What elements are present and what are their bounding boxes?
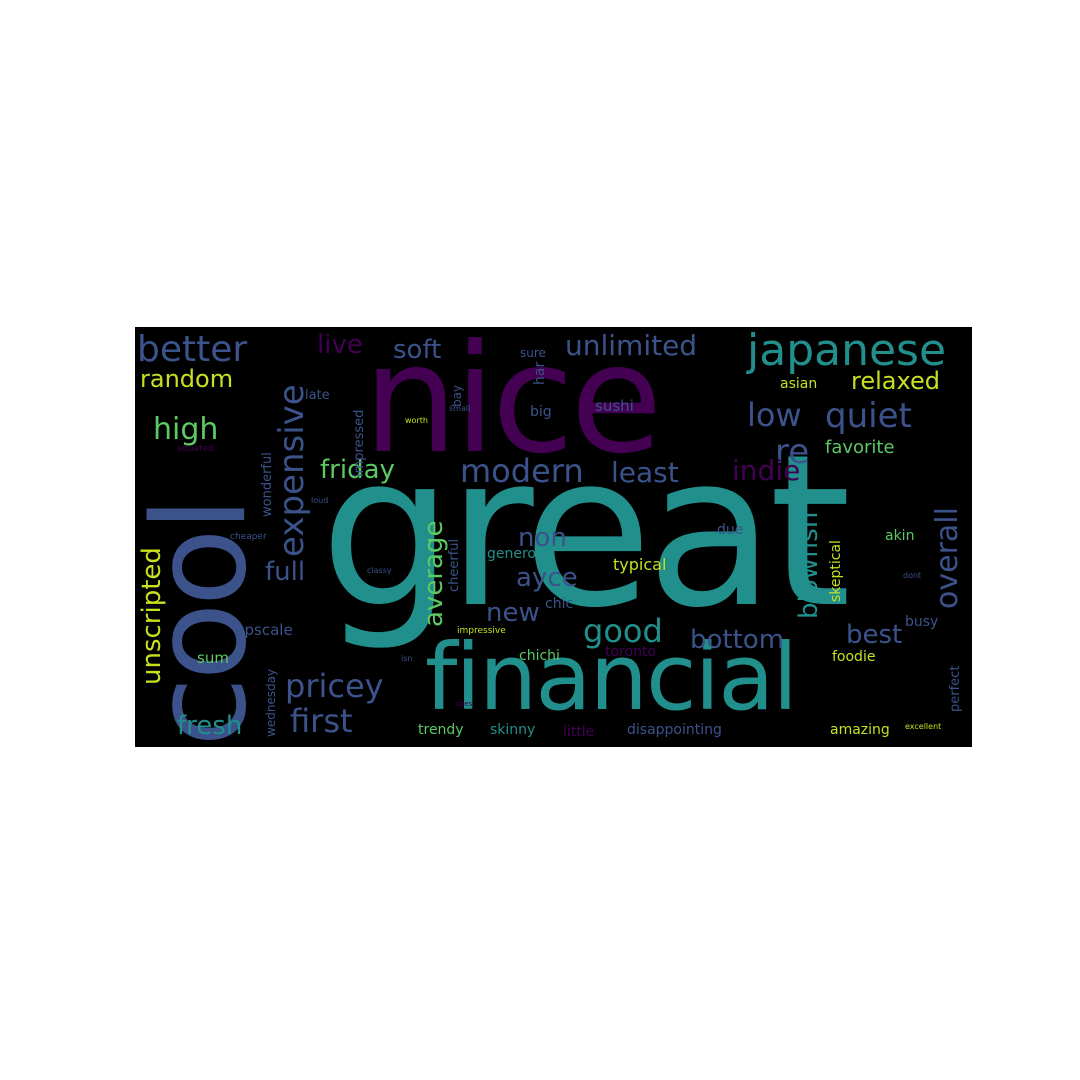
- word-unlimited: unlimited: [565, 329, 698, 362]
- word-friday: friday: [320, 455, 395, 485]
- word-sushi: sushi: [595, 397, 634, 415]
- word-low: low: [747, 396, 802, 434]
- word-japanese: japanese: [747, 327, 947, 376]
- word-classy: classy: [367, 566, 392, 575]
- word-soft: soft: [393, 335, 442, 365]
- word-amazing: amazing: [830, 722, 890, 738]
- word-worth: worth: [405, 416, 428, 425]
- word-great: great: [320, 409, 851, 654]
- word-high: high: [153, 412, 219, 447]
- word-full: full: [265, 557, 306, 587]
- word-re: re: [775, 432, 810, 472]
- word-chic: chic: [545, 596, 574, 612]
- word-typical: typical: [613, 555, 667, 574]
- word-better: better: [137, 329, 248, 370]
- word-cheerful: cheerful: [447, 538, 462, 592]
- word-big: big: [530, 404, 552, 420]
- word-first: first: [290, 702, 353, 740]
- word-bottom: bottom: [690, 625, 785, 655]
- word-late: late: [305, 388, 330, 403]
- word-loud: loud: [311, 496, 329, 505]
- word-dont: dont: [903, 571, 922, 580]
- word-perfect: perfect: [948, 665, 963, 712]
- word-impressive: impressive: [457, 626, 506, 636]
- word-har: har: [532, 361, 548, 385]
- word-least: least: [611, 456, 679, 489]
- word-upscale: upscale: [235, 621, 293, 639]
- word-asian: asian: [780, 376, 818, 392]
- word-skinny: skinny: [490, 722, 536, 738]
- word-sum: sum: [197, 649, 229, 667]
- word-little: little: [563, 724, 595, 740]
- word-expensive: expensive: [272, 384, 312, 557]
- word-ayce: ayce: [516, 563, 578, 593]
- word-modern: modern: [460, 452, 584, 490]
- word-wonderful: wonderful: [260, 452, 275, 517]
- word-blowfish: blowfish: [794, 511, 824, 619]
- word-best: best: [846, 620, 903, 650]
- word-quiet: quiet: [825, 396, 912, 436]
- word-sure: sure: [520, 346, 546, 360]
- word-new: new: [486, 598, 540, 628]
- word-financial: financial: [425, 624, 798, 731]
- word-overall: overall: [930, 507, 965, 609]
- word-generous: generous: [487, 546, 553, 562]
- word-wednesday: wednesday: [264, 668, 278, 737]
- word-due: due: [717, 522, 744, 538]
- word-fresh: fresh: [177, 711, 243, 741]
- word-sizes: sizes: [455, 700, 473, 708]
- word-busy: busy: [905, 614, 939, 630]
- word-isn: isn: [401, 654, 413, 663]
- word-favorite: favorite: [825, 437, 895, 458]
- word-disappointing: disappointing: [627, 722, 722, 738]
- word-akin: akin: [885, 528, 915, 544]
- word-skeptical: skeptical: [828, 540, 844, 602]
- word-trendy: trendy: [418, 722, 464, 738]
- word-live: live: [317, 330, 363, 360]
- word-average: average: [419, 520, 449, 627]
- word-good: good: [583, 612, 663, 650]
- word-cloud: great nice cool financial japanese bette…: [135, 327, 972, 747]
- word-small: small: [449, 404, 471, 413]
- word-chichi: chichi: [519, 648, 560, 664]
- word-situated: situated: [177, 444, 214, 454]
- word-relaxed: relaxed: [851, 367, 940, 395]
- word-non: non: [518, 523, 567, 553]
- word-toronto: toronto: [605, 644, 656, 660]
- word-excellent: excellent: [905, 722, 942, 731]
- word-indie: indie: [732, 454, 801, 487]
- word-foodie: foodie: [832, 649, 876, 665]
- word-random: random: [140, 365, 234, 393]
- word-unscripted: unscripted: [137, 547, 167, 685]
- word-cheaper: cheaper: [230, 532, 267, 542]
- word-impressed: impressed: [352, 409, 367, 477]
- word-pricey: pricey: [285, 667, 384, 705]
- word-nice: nice: [363, 327, 662, 487]
